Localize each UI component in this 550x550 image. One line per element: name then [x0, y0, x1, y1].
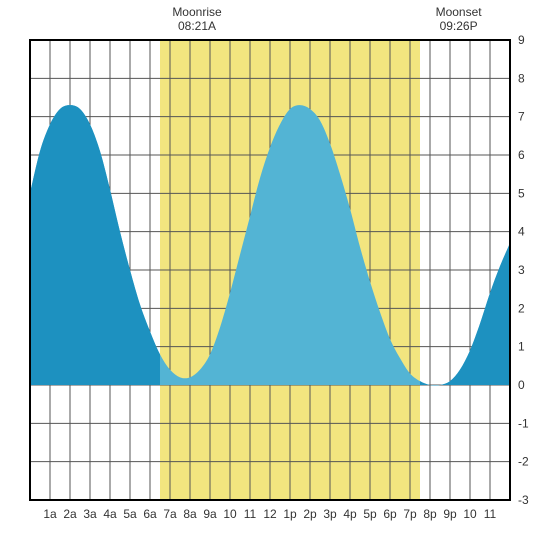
tide-chart-svg: -3-2-101234567891a2a3a4a5a6a7a8a9a101112…: [0, 0, 550, 550]
y-tick-label: -3: [518, 493, 529, 507]
y-tick-label: 7: [518, 110, 525, 124]
y-tick-label: 4: [518, 225, 525, 239]
tide-chart: -3-2-101234567891a2a3a4a5a6a7a8a9a101112…: [0, 0, 550, 550]
x-tick-label: 2p: [303, 507, 317, 521]
moonrise-title: Moonrise: [172, 5, 222, 19]
x-tick-label: 3p: [323, 507, 337, 521]
x-tick-label: 1a: [43, 507, 57, 521]
y-tick-label: 6: [518, 148, 525, 162]
x-tick-label: 9p: [443, 507, 457, 521]
x-tick-label: 2a: [63, 507, 77, 521]
y-tick-label: 5: [518, 186, 525, 200]
x-tick-label: 5p: [363, 507, 377, 521]
x-tick-label: 4p: [343, 507, 357, 521]
x-tick-label: 8p: [423, 507, 437, 521]
x-tick-label: 6p: [383, 507, 397, 521]
x-tick-label: 11: [244, 507, 257, 521]
x-tick-label: 7p: [403, 507, 417, 521]
moonset-title: Moonset: [436, 5, 483, 19]
y-tick-label: -1: [518, 416, 529, 430]
x-tick-label: 3a: [83, 507, 97, 521]
x-tick-label: 12: [263, 507, 277, 521]
x-tick-label: 8a: [183, 507, 197, 521]
y-tick-label: 0: [518, 378, 525, 392]
x-tick-label: 1p: [283, 507, 297, 521]
y-tick-label: 3: [518, 263, 525, 277]
x-tick-label: 6a: [143, 507, 157, 521]
y-tick-label: 9: [518, 33, 525, 47]
x-tick-label: 5a: [123, 507, 137, 521]
y-tick-label: -2: [518, 455, 529, 469]
y-tick-label: 1: [518, 340, 525, 354]
x-tick-label: 10: [463, 507, 477, 521]
x-tick-label: 11: [484, 507, 497, 521]
x-tick-label: 9a: [203, 507, 217, 521]
x-tick-label: 4a: [103, 507, 117, 521]
y-tick-label: 2: [518, 301, 525, 315]
moonset-time: 09:26P: [440, 19, 478, 33]
y-tick-label: 8: [518, 71, 525, 85]
x-tick-label: 7a: [163, 507, 177, 521]
moonrise-time: 08:21A: [178, 19, 216, 33]
x-tick-label: 10: [223, 507, 237, 521]
